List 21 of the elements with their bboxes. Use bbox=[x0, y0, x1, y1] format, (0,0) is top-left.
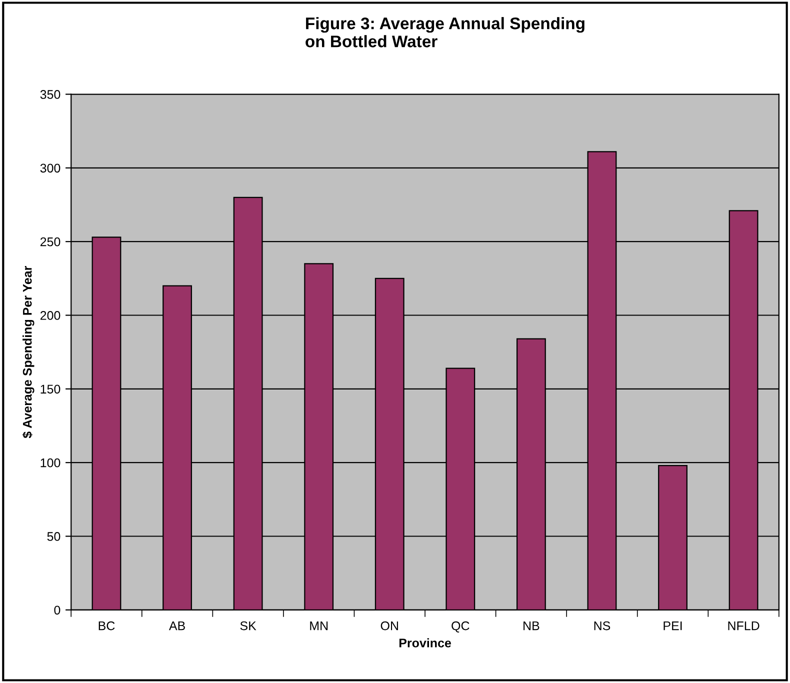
x-tick-label: AB bbox=[168, 621, 185, 630]
y-tick-label: 200 bbox=[40, 311, 60, 320]
x-tick-label: QC bbox=[452, 621, 470, 632]
x-axis-title: Province bbox=[399, 638, 451, 648]
y-axis-title: $ Average Spending Per Year bbox=[22, 266, 34, 438]
chart-title: Figure 3: Average Annual Spending on Bottled Water bbox=[306, 17, 584, 48]
x-tick-label: BC bbox=[98, 621, 115, 630]
x-tick-label: NS bbox=[594, 621, 610, 630]
y-tick-label: 0 bbox=[54, 606, 60, 615]
x-tick-label: NB bbox=[524, 621, 540, 630]
x-tick-label: ON bbox=[380, 621, 398, 630]
x-tick-label: SK bbox=[240, 621, 256, 630]
y-tick-label: 250 bbox=[40, 237, 60, 246]
y-tick-label: 350 bbox=[40, 90, 60, 99]
y-tick-label: 100 bbox=[40, 458, 60, 468]
x-tick-label: PEI bbox=[664, 621, 682, 630]
x-tick-label: NFLD bbox=[728, 621, 760, 630]
y-tick-label: 150 bbox=[40, 384, 60, 394]
y-tick-label: 50 bbox=[47, 532, 60, 541]
x-tick-label: MN bbox=[310, 621, 328, 630]
y-tick-label: 300 bbox=[40, 164, 60, 173]
